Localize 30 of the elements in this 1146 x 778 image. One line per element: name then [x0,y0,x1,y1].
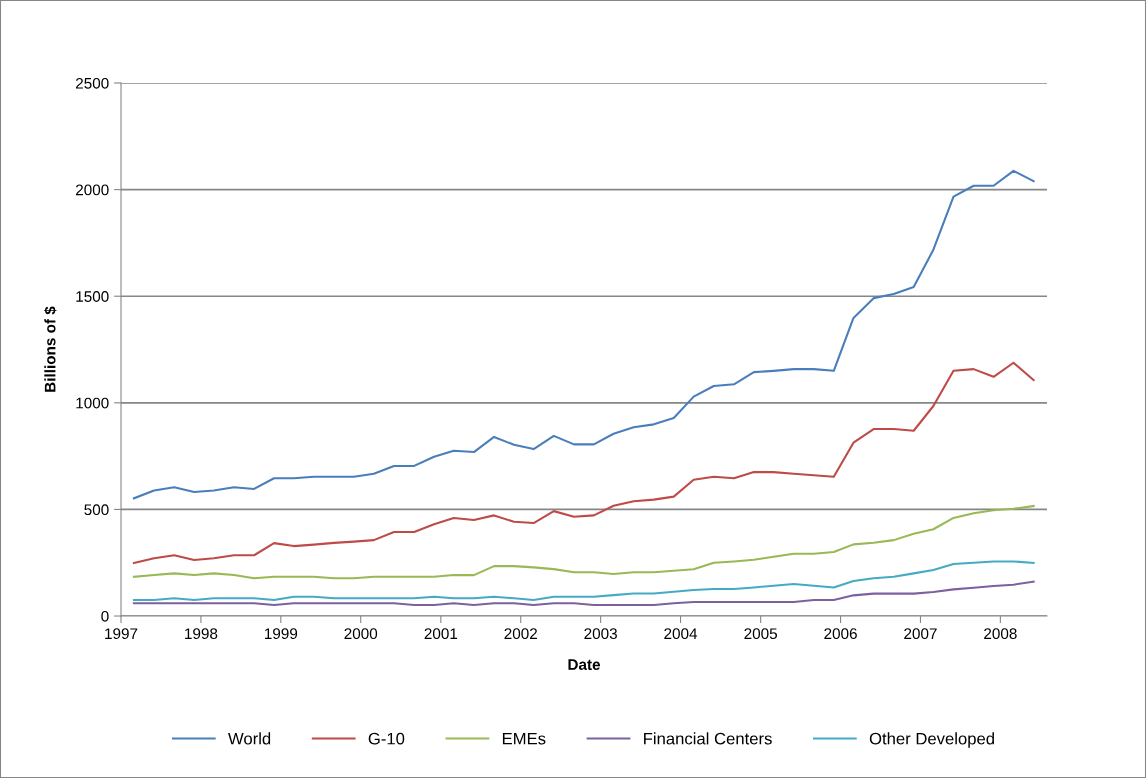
x-tick-label: 2007 [904,628,937,640]
x-tick-label: 2000 [344,628,378,640]
legend-label: G-10 [368,732,405,745]
y-tick-label: 2000 [76,184,109,196]
legend-label: Financial Centers [644,732,772,745]
x-tick-label: 2006 [824,628,857,640]
line-series [132,580,1035,606]
legend-label: World [228,732,271,745]
legend-label: Other Developed [869,732,994,748]
line-series [132,169,1035,500]
x-tick-label: 2004 [664,628,698,640]
y-tick-label: 1500 [76,291,109,302]
x-tick-label: 2001 [424,628,458,640]
x-axis-title: Date [568,659,601,670]
y-tick-label: 2500 [76,77,109,89]
x-tick-label: 1997 [105,628,138,640]
line-series [132,361,1035,564]
line-series [132,504,1035,580]
x-tick-label: 1999 [264,628,298,640]
x-tick-label: 2002 [504,628,537,640]
x-tick-label: 2003 [584,628,617,640]
x-tick-label: 2008 [984,628,1017,640]
legend-label: EMEs [502,732,546,745]
y-axis-title: Billions of $ [44,306,57,392]
x-tick-label: 2005 [744,628,778,640]
line-series [132,560,1035,602]
y-tick-label: 500 [84,504,109,516]
y-tick-label: 0 [101,610,109,622]
y-tick-label: 1000 [76,397,109,409]
x-tick-label: 1998 [185,628,218,640]
